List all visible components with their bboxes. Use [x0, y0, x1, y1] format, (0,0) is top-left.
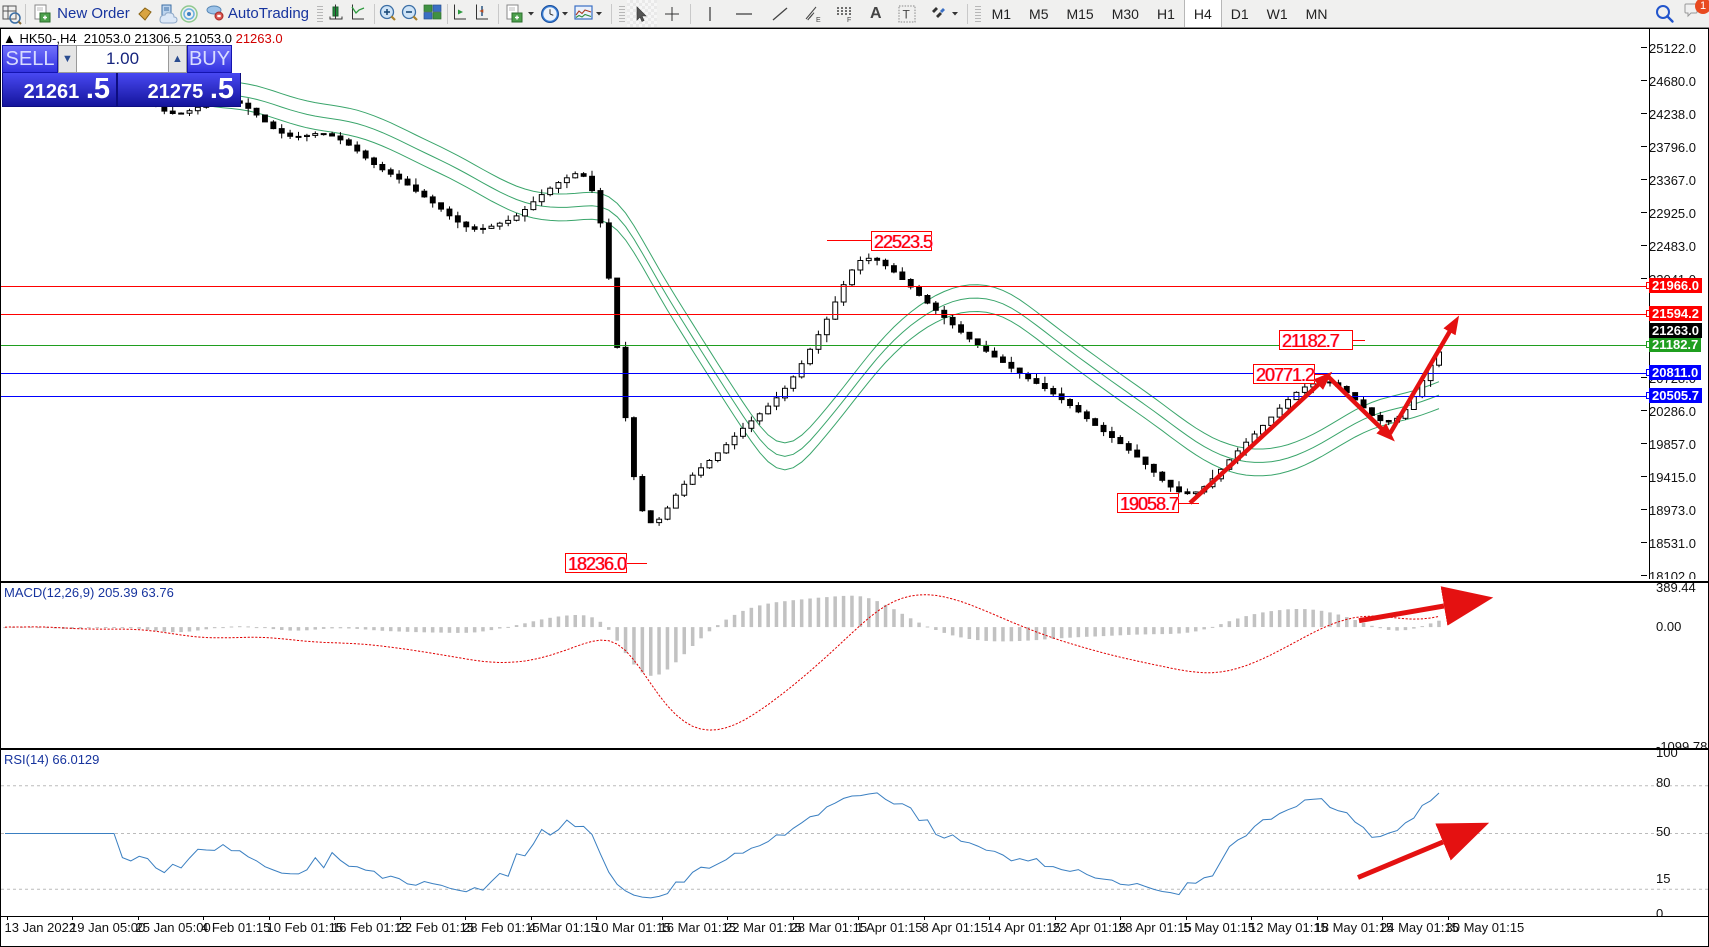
svg-text:T: T — [902, 7, 910, 21]
svg-text:F: F — [847, 17, 851, 22]
svg-text:E: E — [816, 17, 821, 23]
